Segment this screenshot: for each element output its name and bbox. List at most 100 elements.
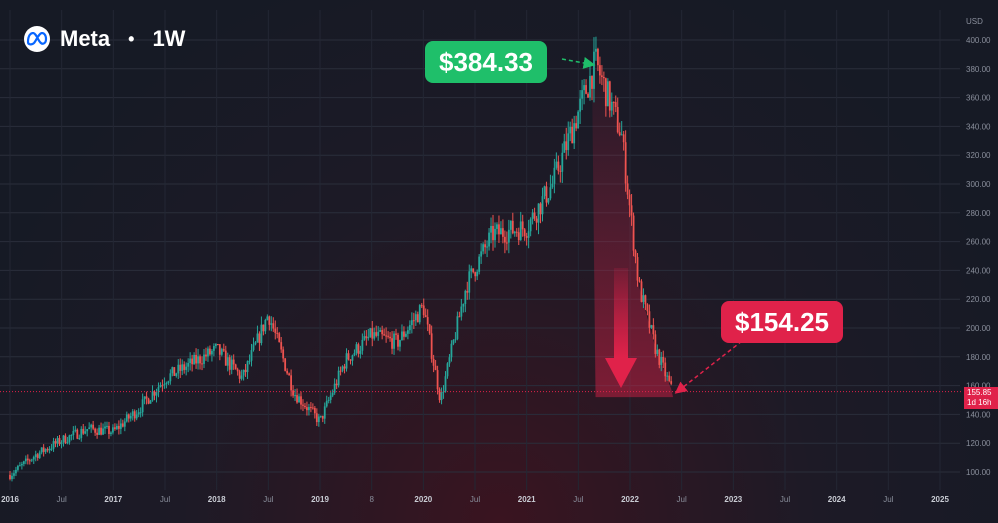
candle-body <box>395 333 397 335</box>
candle-body <box>577 111 580 129</box>
candle-body <box>100 427 102 435</box>
candle-body <box>175 373 178 376</box>
candle-body <box>628 194 631 206</box>
candle-body <box>68 435 71 443</box>
candle-body <box>416 314 419 323</box>
candle-body <box>228 357 231 370</box>
candle-body <box>478 256 481 272</box>
candle-body <box>454 339 457 341</box>
candle-body <box>595 48 597 52</box>
candle-body <box>470 268 473 272</box>
candle-body <box>112 427 114 433</box>
candle-body <box>371 328 374 339</box>
candle-body <box>377 331 380 336</box>
candle-body <box>527 231 530 238</box>
candle-body <box>268 316 271 325</box>
candle-body <box>34 454 37 458</box>
x-tick-label: Jul <box>573 495 583 504</box>
candle-body <box>646 304 649 312</box>
candle-body <box>464 290 467 304</box>
chart-header: Meta • 1W <box>24 26 185 52</box>
candle-body <box>309 407 312 409</box>
candle-body <box>66 442 69 444</box>
candle-body <box>363 336 366 340</box>
candle-body <box>319 415 322 417</box>
candle-body <box>165 383 168 385</box>
candle-body <box>444 376 447 392</box>
x-tick-label: 2019 <box>311 495 329 504</box>
timeframe[interactable]: 1W <box>152 26 186 51</box>
candle-body <box>40 447 43 453</box>
candle-body <box>244 369 247 373</box>
candle-body <box>11 475 13 480</box>
down-arrow-icon <box>605 358 637 388</box>
candle-body <box>248 360 251 362</box>
candle-body <box>648 311 651 328</box>
x-tick-label: 2016 <box>1 495 19 504</box>
x-tick-label: 2022 <box>621 495 639 504</box>
candle-body <box>640 281 643 302</box>
candle-body <box>670 381 673 384</box>
candle-body <box>15 469 17 474</box>
candle-body <box>472 268 475 273</box>
symbol-name: Meta <box>60 26 111 51</box>
candle-body <box>195 354 197 364</box>
candle-body <box>302 404 304 406</box>
candle-body <box>282 349 285 359</box>
candle-body <box>143 396 146 400</box>
candle-body <box>507 229 510 243</box>
candle-body <box>189 358 192 364</box>
candle-body <box>604 78 607 107</box>
candle-body <box>533 212 536 219</box>
x-tick-label: 2025 <box>931 495 949 504</box>
candle-body <box>201 363 203 365</box>
candle-body <box>42 447 45 452</box>
candle-body <box>220 349 223 355</box>
candle-body <box>630 205 633 216</box>
x-tick-label: 2024 <box>828 495 846 504</box>
candle-body <box>306 407 308 411</box>
candle-body <box>209 348 211 355</box>
x-tick-label: Jul <box>780 495 790 504</box>
candle-body <box>361 339 364 351</box>
candle-body <box>666 375 669 377</box>
candle-body <box>448 357 451 364</box>
candle-body <box>597 48 599 66</box>
candle-body <box>563 141 566 153</box>
candle-body <box>614 102 617 108</box>
x-tick-label: Jul <box>57 495 67 504</box>
candle-body <box>335 383 338 386</box>
y-tick-label: 260.00 <box>966 238 991 247</box>
x-tick-label: 2018 <box>208 495 226 504</box>
candle-body <box>599 65 601 76</box>
candle-body <box>58 438 61 445</box>
candle-body <box>557 161 560 171</box>
candle-body <box>56 438 59 444</box>
y-tick-label: 300.00 <box>966 180 991 189</box>
candle-body <box>90 424 93 428</box>
candle-body <box>343 366 346 369</box>
candle-body <box>115 425 118 429</box>
candle-body <box>446 363 449 377</box>
candle-body <box>424 315 427 318</box>
candle-body <box>288 373 291 376</box>
candle-body <box>18 465 21 467</box>
candle-body <box>46 449 49 451</box>
candle-body <box>511 220 514 234</box>
candle-body <box>660 356 663 365</box>
candle-body <box>515 231 518 233</box>
candle-body <box>509 220 512 230</box>
candle-body <box>62 435 65 443</box>
candle-body <box>403 331 405 337</box>
candle-body <box>183 364 186 370</box>
candle-body <box>284 358 287 371</box>
x-tick-label: 2023 <box>724 495 742 504</box>
candle-body <box>64 435 67 444</box>
candle-body <box>581 90 583 99</box>
candle-body <box>347 353 350 360</box>
candle-body <box>593 51 595 89</box>
candle-body <box>145 396 148 399</box>
y-tick-label: 360.00 <box>966 94 991 103</box>
candle-body <box>84 431 87 434</box>
